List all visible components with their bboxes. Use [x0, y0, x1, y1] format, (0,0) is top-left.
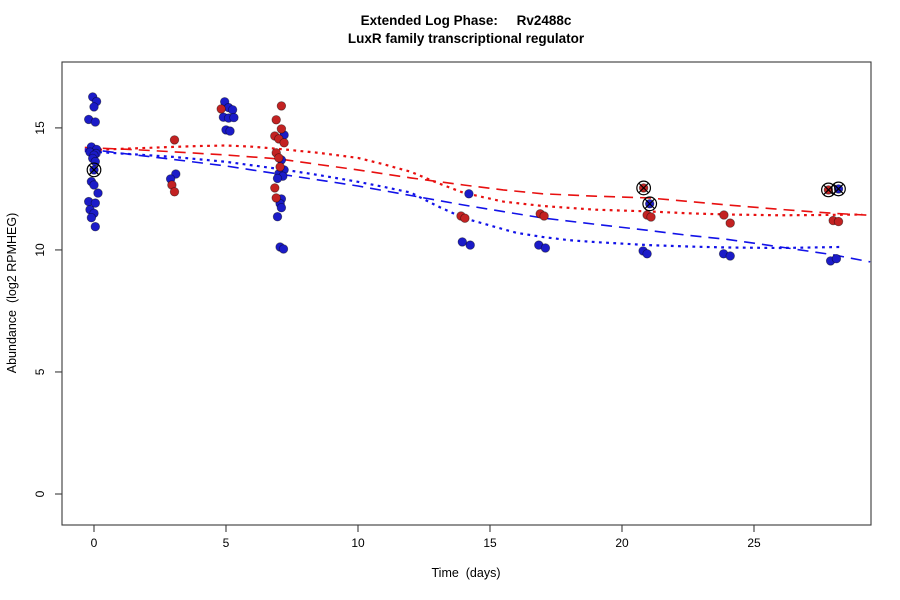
data-point-red-points: [725, 218, 735, 228]
x-tick-label: 5: [223, 536, 230, 550]
x-tick-label: 25: [747, 536, 761, 550]
data-point-red-points: [719, 210, 729, 220]
data-point-blue-points: [278, 244, 289, 254]
data-point-red-points: [216, 104, 226, 114]
data-point-blue-points: [86, 212, 97, 223]
data-point-blue-points: [90, 221, 101, 232]
trend-curve-blue-dashed: [84, 148, 871, 263]
x-tick-label: 0: [91, 536, 98, 550]
data-point-blue-points: [272, 173, 283, 184]
data-point-blue-points: [90, 117, 101, 127]
highlight-ring: [86, 162, 102, 178]
highlight-cross: [833, 183, 844, 195]
y-tick-label: 0: [33, 490, 47, 497]
y-axis: 0 5 10 15: [33, 121, 62, 497]
data-point-blue-points: [227, 105, 238, 115]
x-tick-label: 20: [615, 536, 629, 550]
data-point-blue-points: [725, 251, 735, 261]
data-point-red-points: [274, 153, 284, 163]
highlight-cross: [88, 164, 100, 176]
trend-curve-blue-dotted: [84, 150, 842, 250]
data-point-blue-points: [831, 254, 842, 264]
x-axis: 0 5 10 15 20 25: [91, 525, 761, 550]
data-point-red-points: [539, 211, 549, 221]
data-point-blue-points: [457, 237, 468, 247]
data-point-red-points: [276, 101, 287, 111]
trend-curve-red-dashed: [84, 146, 871, 217]
data-point-red-points: [279, 138, 289, 148]
data-point-blue-points: [90, 198, 101, 208]
trend-curves: [84, 144, 871, 263]
x-tick-label: 10: [351, 536, 365, 550]
data-point-blue-points: [89, 102, 99, 112]
data-point-red-points: [169, 187, 180, 197]
data-point-red-points: [270, 183, 280, 193]
data-point-blue-points: [540, 243, 551, 253]
plot-box: [61, 61, 872, 526]
data-point-red-points: [646, 212, 656, 222]
highlight-ring: [642, 196, 658, 212]
data-point-blue-points: [229, 112, 239, 123]
highlighted-points: [86, 162, 846, 212]
data-point-blue-points: [93, 188, 103, 198]
data-point-blue-points: [464, 189, 474, 199]
highlight-ring: [821, 182, 836, 198]
plot-title-line2: LuxR family transcriptional regulator: [348, 31, 585, 46]
y-tick-label: 10: [33, 243, 47, 257]
plot-title-line1: Extended Log Phase: Rv2488c: [361, 13, 572, 28]
highlight-cross: [644, 198, 655, 210]
data-point-red-points: [169, 135, 180, 145]
x-axis-label: Time (days): [432, 566, 501, 580]
data-point-red-points: [271, 193, 281, 203]
data-point-blue-points: [89, 180, 99, 190]
data-point-blue-points: [465, 240, 475, 250]
highlight-ring: [831, 181, 846, 197]
trend-curve-red-dotted: [84, 144, 863, 217]
data-point-red-points: [460, 213, 470, 223]
y-tick-label: 15: [33, 121, 47, 135]
y-axis-label: Abundance (log2 RPMHEG): [5, 213, 19, 374]
highlight-ring: [636, 180, 652, 196]
highlight-cross: [638, 182, 649, 194]
data-point-blue-points: [225, 126, 235, 136]
x-tick-label: 15: [483, 536, 497, 550]
y-tick-label: 5: [33, 368, 47, 375]
data-point-red-points: [275, 162, 285, 172]
data-point-red-points: [833, 216, 844, 227]
data-point-red-points: [276, 124, 287, 134]
data-point-red-points: [271, 115, 281, 125]
data-point-blue-points: [276, 202, 287, 213]
data-point-blue-points: [272, 211, 283, 222]
data-point-blue-points: [642, 249, 652, 259]
